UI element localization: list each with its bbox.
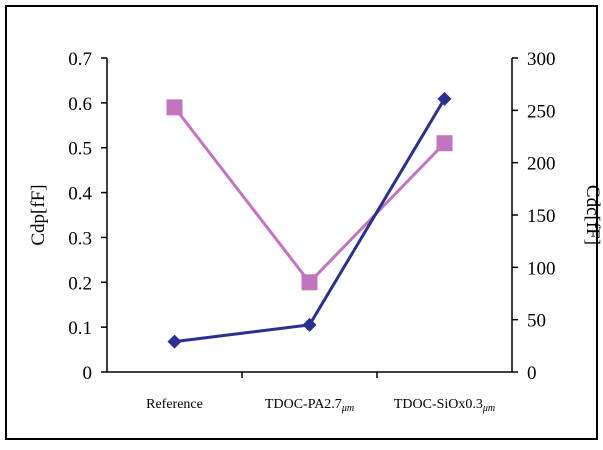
- x-category-label: TDOC-SiOx0.3μm: [394, 397, 495, 414]
- left-tick-label: 0.1: [68, 318, 92, 339]
- x-ticks: Reference TDOC-PA2.7μm TDOC-SiOx0.3μm: [146, 372, 495, 414]
- series-1-point: [301, 274, 318, 291]
- series-1-point: [166, 99, 183, 116]
- left-axis-title: Cdp[fF]: [28, 184, 49, 245]
- right-tick-label: 150: [527, 206, 556, 227]
- x-category-label: TDOC-PA2.7μm: [265, 397, 354, 414]
- left-tick-label: 0.7: [68, 49, 92, 70]
- series-layer: [166, 91, 453, 349]
- series-1-point: [436, 135, 453, 152]
- left-tick-label: 0.3: [68, 228, 92, 249]
- right-tick-label: 100: [527, 258, 556, 279]
- right-tick-label: 0: [527, 363, 537, 384]
- right-y-ticks: 0 50 100 150 200 250 300: [512, 49, 556, 384]
- left-tick-label: 0.6: [68, 94, 92, 115]
- series-2-point: [302, 317, 317, 332]
- left-tick-label: 0.4: [68, 184, 92, 205]
- right-tick-label: 200: [527, 154, 556, 175]
- x-category-label: Reference: [146, 397, 203, 412]
- chart-frame: [5, 5, 598, 440]
- right-axis-title: Cdc[fF]: [582, 185, 603, 245]
- right-tick-label: 300: [527, 49, 556, 70]
- series-2-point: [167, 334, 182, 349]
- left-y-ticks: 0 0.1 0.2 0.3 0.4 0.5 0.6 0.7: [68, 49, 107, 384]
- left-tick-label: 0.5: [68, 139, 92, 160]
- right-tick-label: 50: [527, 311, 546, 332]
- series-2: [167, 91, 452, 349]
- left-tick-label: 0: [83, 363, 93, 384]
- series-1: [166, 99, 453, 291]
- left-tick-label: 0.2: [68, 273, 92, 294]
- right-tick-label: 250: [527, 101, 556, 122]
- series-2-point: [437, 91, 452, 106]
